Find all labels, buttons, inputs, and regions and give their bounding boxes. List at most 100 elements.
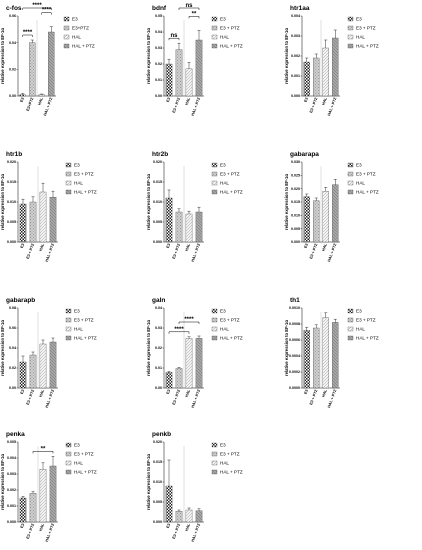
bar-e3 (303, 61, 310, 97)
y-tick-label: 0.000 (291, 240, 300, 244)
x-category-label: E3 (166, 523, 171, 529)
y-tick-label: 0.000 (153, 520, 162, 524)
y-tick-label: 0.015 (153, 180, 162, 184)
y-axis-label: relative expression to EF-1α (146, 454, 151, 510)
y-tick-label: 0.01 (155, 78, 162, 82)
legend-label: E3 (356, 163, 362, 168)
significance-label: ** (41, 446, 46, 452)
legend-swatch (65, 335, 72, 341)
significance-label: **** (42, 8, 52, 14)
y-tick-label: 0.00 (155, 386, 162, 390)
legend-label: HAL (72, 35, 81, 40)
legend-swatch (65, 317, 72, 323)
legend-label: HAL (74, 181, 83, 186)
legend-swatch (211, 16, 218, 22)
bar-e3 (165, 485, 173, 523)
chart-panel-penka: penka relative expression to EF-1α 0.000 0.… (0, 431, 97, 542)
significance-label: ns (185, 3, 193, 9)
panel-title: htr1aa (290, 5, 310, 12)
chart-panel-th1: th1 relative expression to EF-1α 0.0000 0.0… (284, 297, 379, 408)
chart-panel-c-fos: c-fos relative expression to EF-1α 0.00 0.0… (0, 3, 95, 116)
legend-swatch (347, 162, 354, 168)
legend-label: E3 (74, 163, 80, 168)
legend-label: E3 + PTZ (356, 26, 376, 31)
y-axis-label: relative expression to EF-1α (284, 320, 289, 376)
y-tick-label: 0.02 (155, 346, 162, 350)
panel-title: htr1b (6, 151, 22, 158)
x-category-label: E3 (20, 523, 25, 529)
bar-hal-ptz (49, 197, 57, 243)
x-category-label: HAL (321, 388, 328, 397)
significance-bracket (178, 321, 200, 324)
bar-e3 (19, 497, 27, 523)
legend-swatch (211, 326, 218, 332)
bar-hal (185, 213, 193, 243)
y-tick-label: 0.06 (9, 326, 16, 330)
bar-e3-ptz (175, 49, 183, 97)
y-axis-label: relative expression to EF-1α (146, 320, 151, 376)
legend-swatch (211, 25, 218, 31)
significance-bracket (168, 37, 180, 41)
legend-swatch (65, 469, 72, 475)
legend-label: E3 + PTZ (220, 452, 240, 457)
x-category-label: E3 + PTZ (26, 242, 36, 259)
legend-swatch (65, 442, 72, 448)
y-axis-label: relative expression to EF-1α (0, 28, 5, 84)
significance-label: **** (184, 317, 194, 323)
legend-label: E3 (220, 17, 226, 22)
legend-label: E3 + PTZ (74, 172, 94, 177)
bar-e3 (19, 203, 27, 243)
legend-swatch (347, 189, 354, 195)
y-tick-label: 0.000 (153, 240, 162, 244)
bar-e3-ptz (175, 511, 183, 523)
y-tick-label: 0.005 (153, 500, 162, 504)
significance-label: ns (170, 33, 178, 39)
legend-swatch (347, 43, 354, 49)
x-category-label: HAL + PTZ (45, 242, 56, 262)
legend-swatch (347, 326, 354, 332)
legend-swatch (211, 317, 218, 323)
bar-e3-ptz (313, 327, 320, 389)
x-category-label: E3 + PTZ (172, 522, 182, 539)
legend-label: E3 + PTZ (220, 318, 240, 323)
y-tick-label: 0.0000 (289, 386, 300, 390)
x-category-label: HAL + PTZ (191, 96, 202, 116)
significance-bracket (32, 451, 54, 454)
y-tick-label: 0.03 (155, 46, 162, 50)
x-category-label: E3 + PTZ (309, 388, 319, 405)
panel-title: gabarapa (290, 151, 319, 158)
x-category-label: E3 (304, 243, 309, 249)
legend-label: HAL (220, 181, 229, 186)
x-category-label: HAL (185, 96, 192, 105)
bar-hal (185, 68, 193, 97)
legend-swatch (65, 180, 72, 186)
y-tick-label: 0.004 (291, 14, 300, 18)
x-category-label: E3 (20, 243, 25, 249)
x-category-label: HAL (37, 96, 44, 105)
chart-panel-htr1b: htr1b relative expression to EF-1α 0.000 0.… (0, 151, 97, 262)
x-category-label: E3 (166, 97, 171, 103)
legend-swatch (347, 25, 354, 31)
bar-e3 (19, 361, 27, 389)
y-tick-label: 0.005 (291, 227, 300, 231)
legend-label: HAL (356, 35, 365, 40)
y-tick-label: 0.000 (7, 520, 16, 524)
x-category-label: HAL + PTZ (191, 242, 202, 262)
bar-e3-ptz (175, 368, 183, 389)
legend-swatch (347, 34, 354, 40)
legend-swatch (211, 335, 218, 341)
legend-label: E3 (220, 443, 226, 448)
y-tick-label: 0.01 (155, 366, 162, 370)
legend-label: E3 + PTZ (220, 26, 240, 31)
y-tick-label: 0.020 (291, 187, 300, 191)
y-tick-label: 0.005 (7, 440, 16, 444)
bar-hal-ptz (195, 39, 203, 97)
y-tick-label: 0.04 (9, 346, 16, 350)
y-tick-label: 0.000 (291, 94, 300, 98)
x-category-label: HAL (185, 242, 192, 251)
chart-panel-htr2b: htr2b relative expression to EF-1α 0.000 0.… (146, 151, 243, 262)
legend-label: E3 (356, 17, 362, 22)
legend-swatch (347, 171, 354, 177)
bar-e3-ptz (29, 201, 37, 243)
